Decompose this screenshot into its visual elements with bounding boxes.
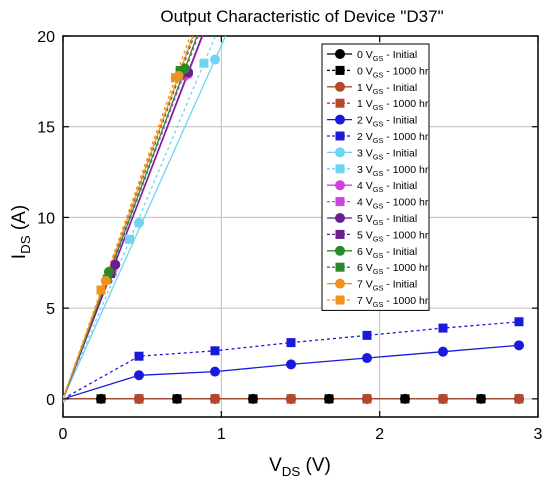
legend-label: 2 VGS - Initial — [357, 115, 417, 129]
y-tick-label: 0 — [46, 392, 55, 409]
legend-label: 7 VGS - Initial — [357, 279, 417, 293]
legend: 0 VGS - Initial 0 VGS - 1000 hr 1 VGS - In… — [321, 43, 430, 311]
series-line-3-aged — [63, 36, 217, 400]
y-axis-label: IDS (A) — [9, 205, 33, 259]
legend-label: 1 VGS - Initial — [357, 82, 417, 96]
data-point-2-initial — [210, 366, 220, 377]
data-point-2-aged — [210, 346, 220, 356]
legend-marker-4-aged — [335, 197, 345, 207]
legend-marker-1-aged — [335, 98, 345, 108]
data-point-1-aged — [514, 394, 524, 404]
data-point-2-aged — [438, 323, 448, 333]
legend-marker-1-initial — [335, 81, 345, 92]
data-point-0-aged — [476, 394, 486, 404]
data-point-7-aged — [96, 285, 106, 295]
legend-marker-0-initial — [335, 49, 345, 59]
data-point-0-aged — [400, 394, 410, 404]
data-point-6-aged — [175, 65, 185, 75]
x-tick-label: 0 — [59, 426, 68, 443]
data-point-7-aged — [170, 73, 180, 83]
legend-label: 6 VGS - Initial — [357, 246, 417, 260]
legend-marker-3-initial — [335, 147, 345, 158]
axis-ticks: 0 1 2 3 0 5 10 15 20 — [37, 29, 542, 443]
x-axis-label: VDS (V) — [269, 455, 331, 479]
legend-label: 4 VGS - Initial — [357, 180, 417, 194]
data-point-1-aged — [362, 394, 372, 404]
y-tick-label: 10 — [37, 210, 55, 227]
legend-marker-7-initial — [335, 278, 345, 289]
series-line-3-initial — [63, 36, 227, 400]
legend-marker-6-aged — [335, 262, 345, 272]
legend-label: 3 VGS - 1000 hr — [357, 164, 429, 178]
legend-marker-2-aged — [335, 131, 345, 141]
data-point-6-initial — [103, 266, 114, 277]
data-point-3-aged — [125, 234, 134, 244]
legend-marker-6-initial — [335, 245, 345, 256]
legend-label: 7 VGS - 1000 hr — [357, 295, 429, 309]
data-point-0-aged — [324, 394, 334, 404]
data-point-2-initial — [438, 346, 448, 357]
legend-marker-5-initial — [335, 213, 345, 223]
legend-label: 0 VGS - 1000 hr — [357, 65, 429, 79]
data-point-2-initial — [134, 370, 144, 381]
plot-frame — [62, 35, 539, 418]
data-point-5-initial — [110, 259, 121, 270]
data-point-0-aged — [172, 394, 182, 404]
series-line-6-initial — [63, 36, 198, 400]
y-tick-label: 20 — [37, 29, 55, 46]
legend-marker-3-aged — [335, 164, 345, 174]
chart-title: Output Characteristic of Device "D37" — [160, 7, 443, 26]
x-tick-label: 3 — [534, 426, 543, 443]
data-point-1-aged — [134, 394, 144, 404]
series-group — [63, 36, 524, 404]
y-tick-label: 15 — [37, 120, 55, 137]
data-point-2-aged — [362, 330, 372, 340]
legend-marker-4-initial — [335, 180, 345, 191]
data-point-1-aged — [210, 394, 220, 404]
data-point-2-aged — [286, 338, 296, 348]
legend-marker-2-initial — [335, 114, 345, 125]
legend-label: 5 VGS - Initial — [357, 213, 417, 227]
legend-label: 2 VGS - 1000 hr — [357, 131, 429, 145]
legend-label: 1 VGS - 1000 hr — [357, 98, 429, 112]
legend-label: 3 VGS - Initial — [357, 147, 417, 161]
data-point-0-aged — [248, 394, 258, 404]
series-line-5-initial — [63, 36, 203, 400]
data-point-1-aged — [286, 394, 296, 404]
legend-label: 4 VGS - 1000 hr — [357, 197, 429, 211]
data-point-2-initial — [362, 353, 372, 364]
series-layer — [63, 36, 524, 404]
legend-label: 5 VGS - 1000 hr — [357, 229, 429, 243]
x-tick-label: 1 — [217, 426, 226, 443]
legend-label: 0 VGS - Initial — [357, 49, 417, 63]
data-point-1-aged — [438, 394, 448, 404]
data-point-3-aged — [199, 58, 209, 68]
legend-marker-5-aged — [335, 229, 345, 239]
data-point-2-aged — [514, 317, 524, 327]
legend-marker-0-aged — [335, 65, 345, 75]
data-point-2-initial — [286, 359, 296, 370]
data-point-3-initial — [210, 54, 220, 65]
data-point-2-aged — [134, 351, 144, 361]
data-point-3-initial — [134, 217, 144, 228]
data-point-7-initial — [100, 275, 111, 286]
data-point-2-initial — [514, 340, 524, 351]
data-point-0-aged — [96, 394, 106, 404]
legend-label: 6 VGS - 1000 hr — [357, 262, 429, 276]
y-tick-label: 5 — [46, 301, 55, 318]
x-tick-label: 2 — [375, 426, 384, 443]
legend-marker-7-aged — [335, 295, 345, 305]
